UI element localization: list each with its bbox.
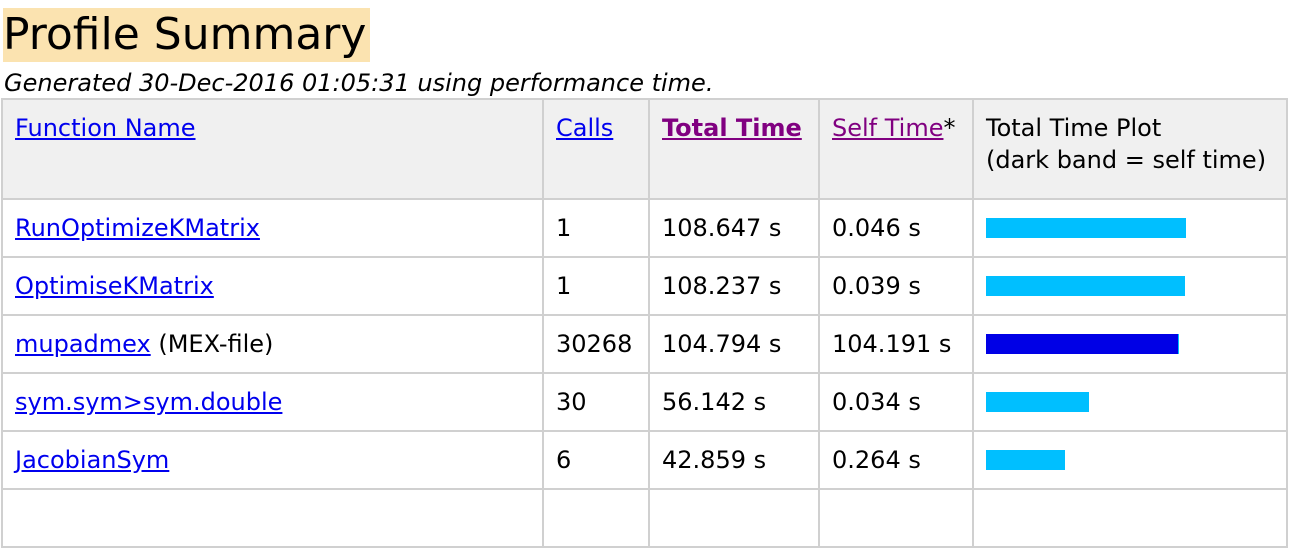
function-name-cell: JacobianSym (1, 430, 544, 490)
time-plot-cell (972, 372, 1288, 432)
total-time-cell: 104.794 s (648, 314, 820, 374)
total-time-bar (986, 276, 1185, 296)
function-name-cell (1, 488, 544, 548)
sort-by-function-name-link[interactable]: Function Name (15, 114, 196, 142)
calls-cell: 6 (542, 430, 650, 490)
calls-cell: 1 (542, 256, 650, 316)
generated-subtitle: Generated 30-Dec-2016 01:05:31 using per… (4, 69, 714, 97)
total-time-cell: 42.859 s (648, 430, 820, 490)
time-plot-cell (972, 314, 1288, 374)
calls-cell (542, 488, 650, 548)
plot-header-line2: (dark band = self time) (986, 146, 1267, 174)
calls-cell: 30268 (542, 314, 650, 374)
function-link[interactable]: OptimiseKMatrix (15, 272, 214, 300)
total-time-cell: 108.237 s (648, 256, 820, 316)
time-plot-cell (972, 488, 1288, 548)
function-link[interactable]: JacobianSym (15, 446, 170, 474)
time-plot-cell (972, 430, 1288, 490)
total-time-cell (648, 488, 820, 548)
self-time-cell: 0.034 s (818, 372, 974, 432)
total-time-cell: 56.142 s (648, 372, 820, 432)
profile-table: Function Name Calls Total Time Self Time… (1, 98, 1288, 548)
plot-header-line1: Total Time Plot (986, 114, 1162, 142)
function-name-cell: sym.sym>sym.double (1, 372, 544, 432)
function-name-cell: RunOptimizeKMatrix (1, 198, 544, 258)
total-time-bar (986, 392, 1089, 412)
header-row: Function Name Calls Total Time Self Time… (1, 98, 1288, 200)
total-time-cell: 108.647 s (648, 198, 820, 258)
col-header-self-time: Self Time* (818, 98, 974, 200)
self-time-cell: 0.046 s (818, 198, 974, 258)
sort-by-calls-link[interactable]: Calls (556, 114, 614, 142)
self-time-asterisk: * (943, 114, 956, 142)
self-time-cell: 104.191 s (818, 314, 974, 374)
total-time-bar (986, 450, 1065, 470)
function-link[interactable]: sym.sym>sym.double (15, 388, 283, 416)
total-time-bar (986, 218, 1186, 238)
table-row: mupadmex (MEX-file) 30268 104.794 s 104.191… (1, 314, 1288, 374)
col-header-total-time-plot: Total Time Plot (dark band = self time) (972, 98, 1288, 200)
table-row: sym.sym>sym.double 30 56.142 s 0.034 s (1, 372, 1288, 432)
calls-cell: 1 (542, 198, 650, 258)
self-time-cell: 0.264 s (818, 430, 974, 490)
function-name-cell: OptimiseKMatrix (1, 256, 544, 316)
calls-cell: 30 (542, 372, 650, 432)
table-row (1, 488, 1288, 548)
col-header-function-name: Function Name (1, 98, 544, 200)
sort-by-self-time-link[interactable]: Self Time (832, 114, 944, 142)
time-plot-cell (972, 256, 1288, 316)
col-header-calls: Calls (542, 98, 650, 200)
function-name-cell: mupadmex (MEX-file) (1, 314, 544, 374)
function-link[interactable]: RunOptimizeKMatrix (15, 214, 260, 242)
table-row: OptimiseKMatrix 1 108.237 s 0.039 s (1, 256, 1288, 316)
self-time-bar (986, 334, 1178, 354)
self-time-cell: 0.039 s (818, 256, 974, 316)
sort-by-total-time-link[interactable]: Total Time (662, 114, 802, 142)
table-row: RunOptimizeKMatrix 1 108.647 s 0.046 s (1, 198, 1288, 258)
function-link[interactable]: mupadmex (15, 330, 151, 358)
col-header-total-time: Total Time (648, 98, 820, 200)
page-title: Profile Summary (3, 8, 371, 62)
function-type-suffix: (MEX-file) (150, 330, 274, 358)
time-plot-cell (972, 198, 1288, 258)
self-time-cell (818, 488, 974, 548)
table-row: JacobianSym 6 42.859 s 0.264 s (1, 430, 1288, 490)
